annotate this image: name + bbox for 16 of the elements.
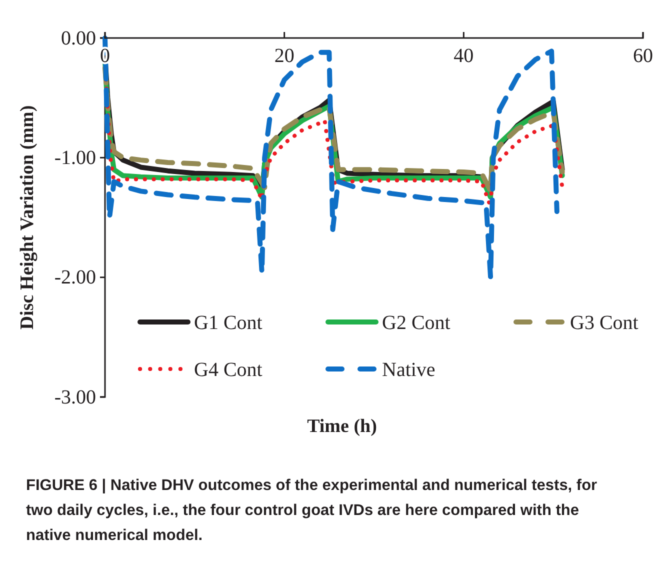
y-tick-label: -1.00	[54, 147, 96, 170]
legend-label: G1 Cont	[194, 312, 263, 334]
legend-label: G2 Cont	[382, 312, 451, 334]
y-tick-label: 0.00	[61, 27, 96, 50]
legend-label: G4 Cont	[194, 359, 263, 381]
x-tick-label: 60	[633, 45, 653, 68]
x-tick-label: 0	[100, 45, 110, 68]
legend-label: Native	[382, 359, 436, 381]
caption: FIGURE 6 | Native DHV outcomes of the experimental and numerical tests, for two daily cycles, i.e., the four control goat IVDs are here compared with the native numerical model.	[26, 477, 598, 544]
legend-label: G3 Cont	[570, 312, 639, 334]
y-axis-title: Disc Height Variation (mm)	[17, 105, 38, 330]
y-tick-label: -2.00	[54, 266, 96, 289]
x-tick-label: 20	[274, 45, 294, 68]
y-tick-label: -3.00	[54, 386, 96, 408]
x-axis-title: Time (h)	[307, 416, 377, 437]
x-tick-label: 40	[454, 45, 474, 68]
